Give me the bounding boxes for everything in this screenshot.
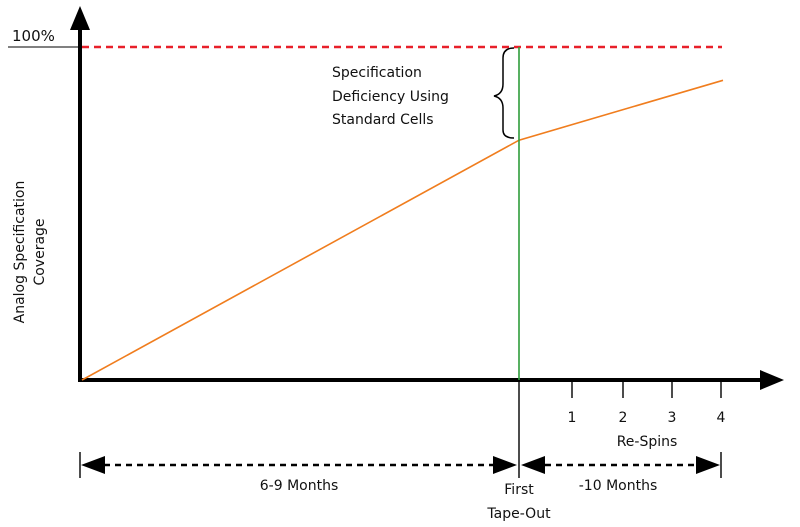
- y-axis-title-line2: Coverage: [32, 218, 48, 285]
- y-axis-title-line1: Analog Specification: [12, 181, 28, 324]
- timeline-after-right-arrowhead: [696, 456, 720, 474]
- respin-axis-label: Re-Spins: [617, 434, 678, 450]
- timeline-before-left-arrowhead: [81, 456, 105, 474]
- first-tape-out-label-line1: First: [504, 482, 534, 498]
- respin-tick-label-3: 3: [668, 410, 677, 426]
- y-axis-arrowhead: [70, 6, 90, 30]
- deficiency-annotation-line1: Specification: [332, 65, 422, 81]
- respin-tick-label-4: 4: [717, 410, 726, 426]
- respin-tick-label-2: 2: [619, 410, 628, 426]
- y-top-label: 100%: [12, 27, 55, 45]
- timeline-before-label: 6-9 Months: [260, 478, 339, 494]
- x-axis-arrowhead: [760, 370, 784, 390]
- timeline-after-label: -10 Months: [579, 478, 658, 494]
- first-tape-out-label-line2: Tape-Out: [486, 506, 551, 522]
- deficiency-annotation-line3: Standard Cells: [332, 112, 434, 128]
- timeline-after-left-arrowhead: [521, 456, 545, 474]
- respin-tick-label-1: 1: [568, 410, 577, 426]
- deficiency-annotation-line2: Deficiency Using: [332, 89, 449, 105]
- timeline-before-right-arrowhead: [493, 456, 517, 474]
- deficiency-brace: [493, 47, 515, 139]
